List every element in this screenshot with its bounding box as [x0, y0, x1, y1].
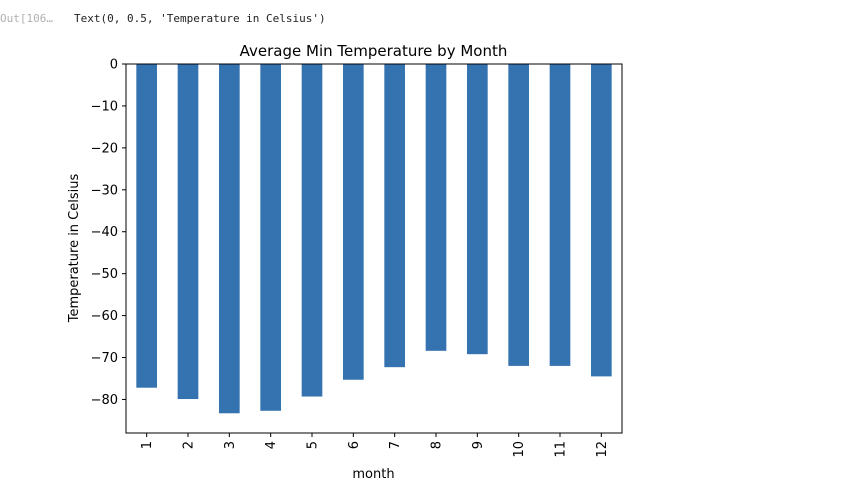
x-tick-label: 12	[595, 441, 610, 458]
bar-month-6	[343, 64, 364, 380]
x-tick-label: 8	[430, 441, 445, 449]
bar-month-3	[219, 64, 240, 414]
y-axis-ticks: 0 −10 −20 −30 −40 −50 −60 −70 −80	[91, 58, 126, 408]
x-tick-label: 6	[347, 441, 362, 449]
bar-month-9	[467, 64, 488, 355]
x-tick-label: 9	[471, 441, 486, 449]
bar-month-12	[591, 64, 612, 377]
y-tick-label: −40	[91, 225, 118, 240]
bar-month-11	[549, 64, 571, 366]
y-tick-label: −20	[91, 141, 118, 156]
x-tick-label: 3	[223, 441, 238, 449]
y-tick-label: −80	[91, 393, 118, 408]
y-tick-label: −10	[91, 99, 118, 114]
x-tick-label: 4	[264, 441, 279, 449]
output-prompt: Out[106…	[0, 12, 53, 25]
bar-month-4	[260, 64, 281, 411]
x-tick-label: 2	[182, 441, 197, 449]
bar-month-7	[384, 64, 405, 368]
bar-month-5	[301, 64, 323, 397]
x-tick-label: 1	[140, 441, 155, 449]
chart-title: Average Min Temperature by Month	[240, 42, 508, 60]
y-tick-label: 0	[110, 58, 118, 73]
bar-month-2	[177, 64, 199, 400]
y-tick-label: −60	[91, 309, 118, 324]
x-tick-label: 10	[512, 441, 527, 458]
bar-month-1	[136, 64, 157, 388]
x-axis-label: month	[352, 467, 394, 482]
x-tick-label: 7	[388, 441, 403, 449]
y-axis-label: Temperature in Celsius	[67, 174, 82, 324]
y-tick-label: −70	[91, 351, 118, 366]
plot-frame	[125, 63, 623, 434]
x-tick-label: 5	[306, 441, 321, 449]
y-tick-label: −30	[91, 183, 118, 198]
y-tick-label: −50	[91, 267, 118, 282]
output-text: Text(0, 0.5, 'Temperature in Celsius')	[74, 12, 326, 25]
x-tick-label: 11	[554, 441, 569, 458]
bars-layer	[136, 64, 612, 414]
bar-month-10	[508, 64, 529, 366]
bar-month-8	[425, 64, 447, 351]
x-axis-ticks: 1 2 3 4 5 6 7 8 9 10 11 12	[140, 433, 610, 458]
